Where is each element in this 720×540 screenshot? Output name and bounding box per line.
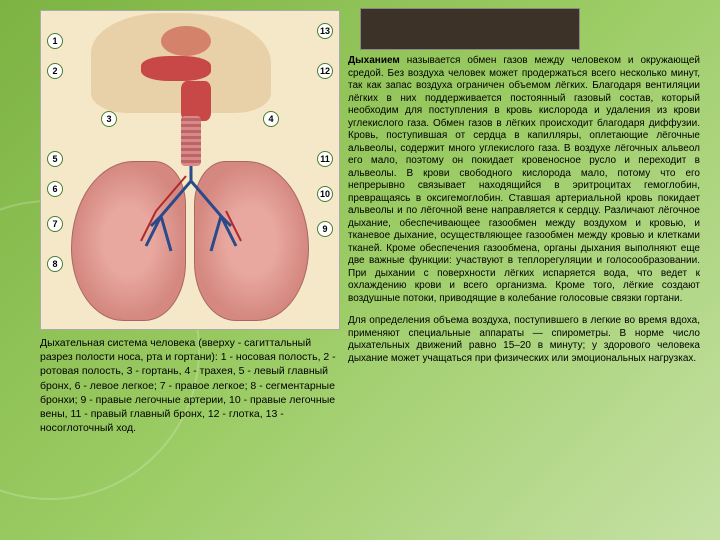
trachea	[181, 116, 201, 166]
nasal-cavity	[161, 26, 211, 56]
label-7: 7	[47, 216, 63, 232]
respiratory-diagram: 13 1 2 12 3 4 5 11 6 10 7 9 8	[40, 10, 340, 330]
para1-lead: Дыханием	[348, 55, 400, 66]
label-5: 5	[47, 151, 63, 167]
bronchial-tree	[131, 166, 251, 266]
label-13: 13	[317, 23, 333, 39]
label-11: 11	[317, 151, 333, 167]
label-12: 12	[317, 63, 333, 79]
label-2: 2	[47, 63, 63, 79]
label-3: 3	[101, 111, 117, 127]
para1-body: называется обмен газов между человеком и…	[348, 55, 700, 304]
paragraph-1: Дыханием называется обмен газов между че…	[348, 55, 700, 305]
label-6: 6	[47, 181, 63, 197]
throat	[181, 81, 211, 121]
label-9: 9	[317, 221, 333, 237]
paragraph-2: Для определения объема воздуха, поступив…	[348, 315, 700, 365]
diagram-caption: Дыхательная система человека (вверху - с…	[40, 336, 340, 435]
label-4: 4	[263, 111, 279, 127]
label-10: 10	[317, 186, 333, 202]
right-column: Дыханием называется обмен газов между че…	[348, 10, 700, 435]
left-column: 13 1 2 12 3 4 5 11 6 10 7 9 8 Дыхательна…	[40, 10, 340, 435]
label-8: 8	[47, 256, 63, 272]
label-1: 1	[47, 33, 63, 49]
content-area: 13 1 2 12 3 4 5 11 6 10 7 9 8 Дыхательна…	[40, 10, 700, 435]
oral-cavity	[141, 56, 211, 81]
